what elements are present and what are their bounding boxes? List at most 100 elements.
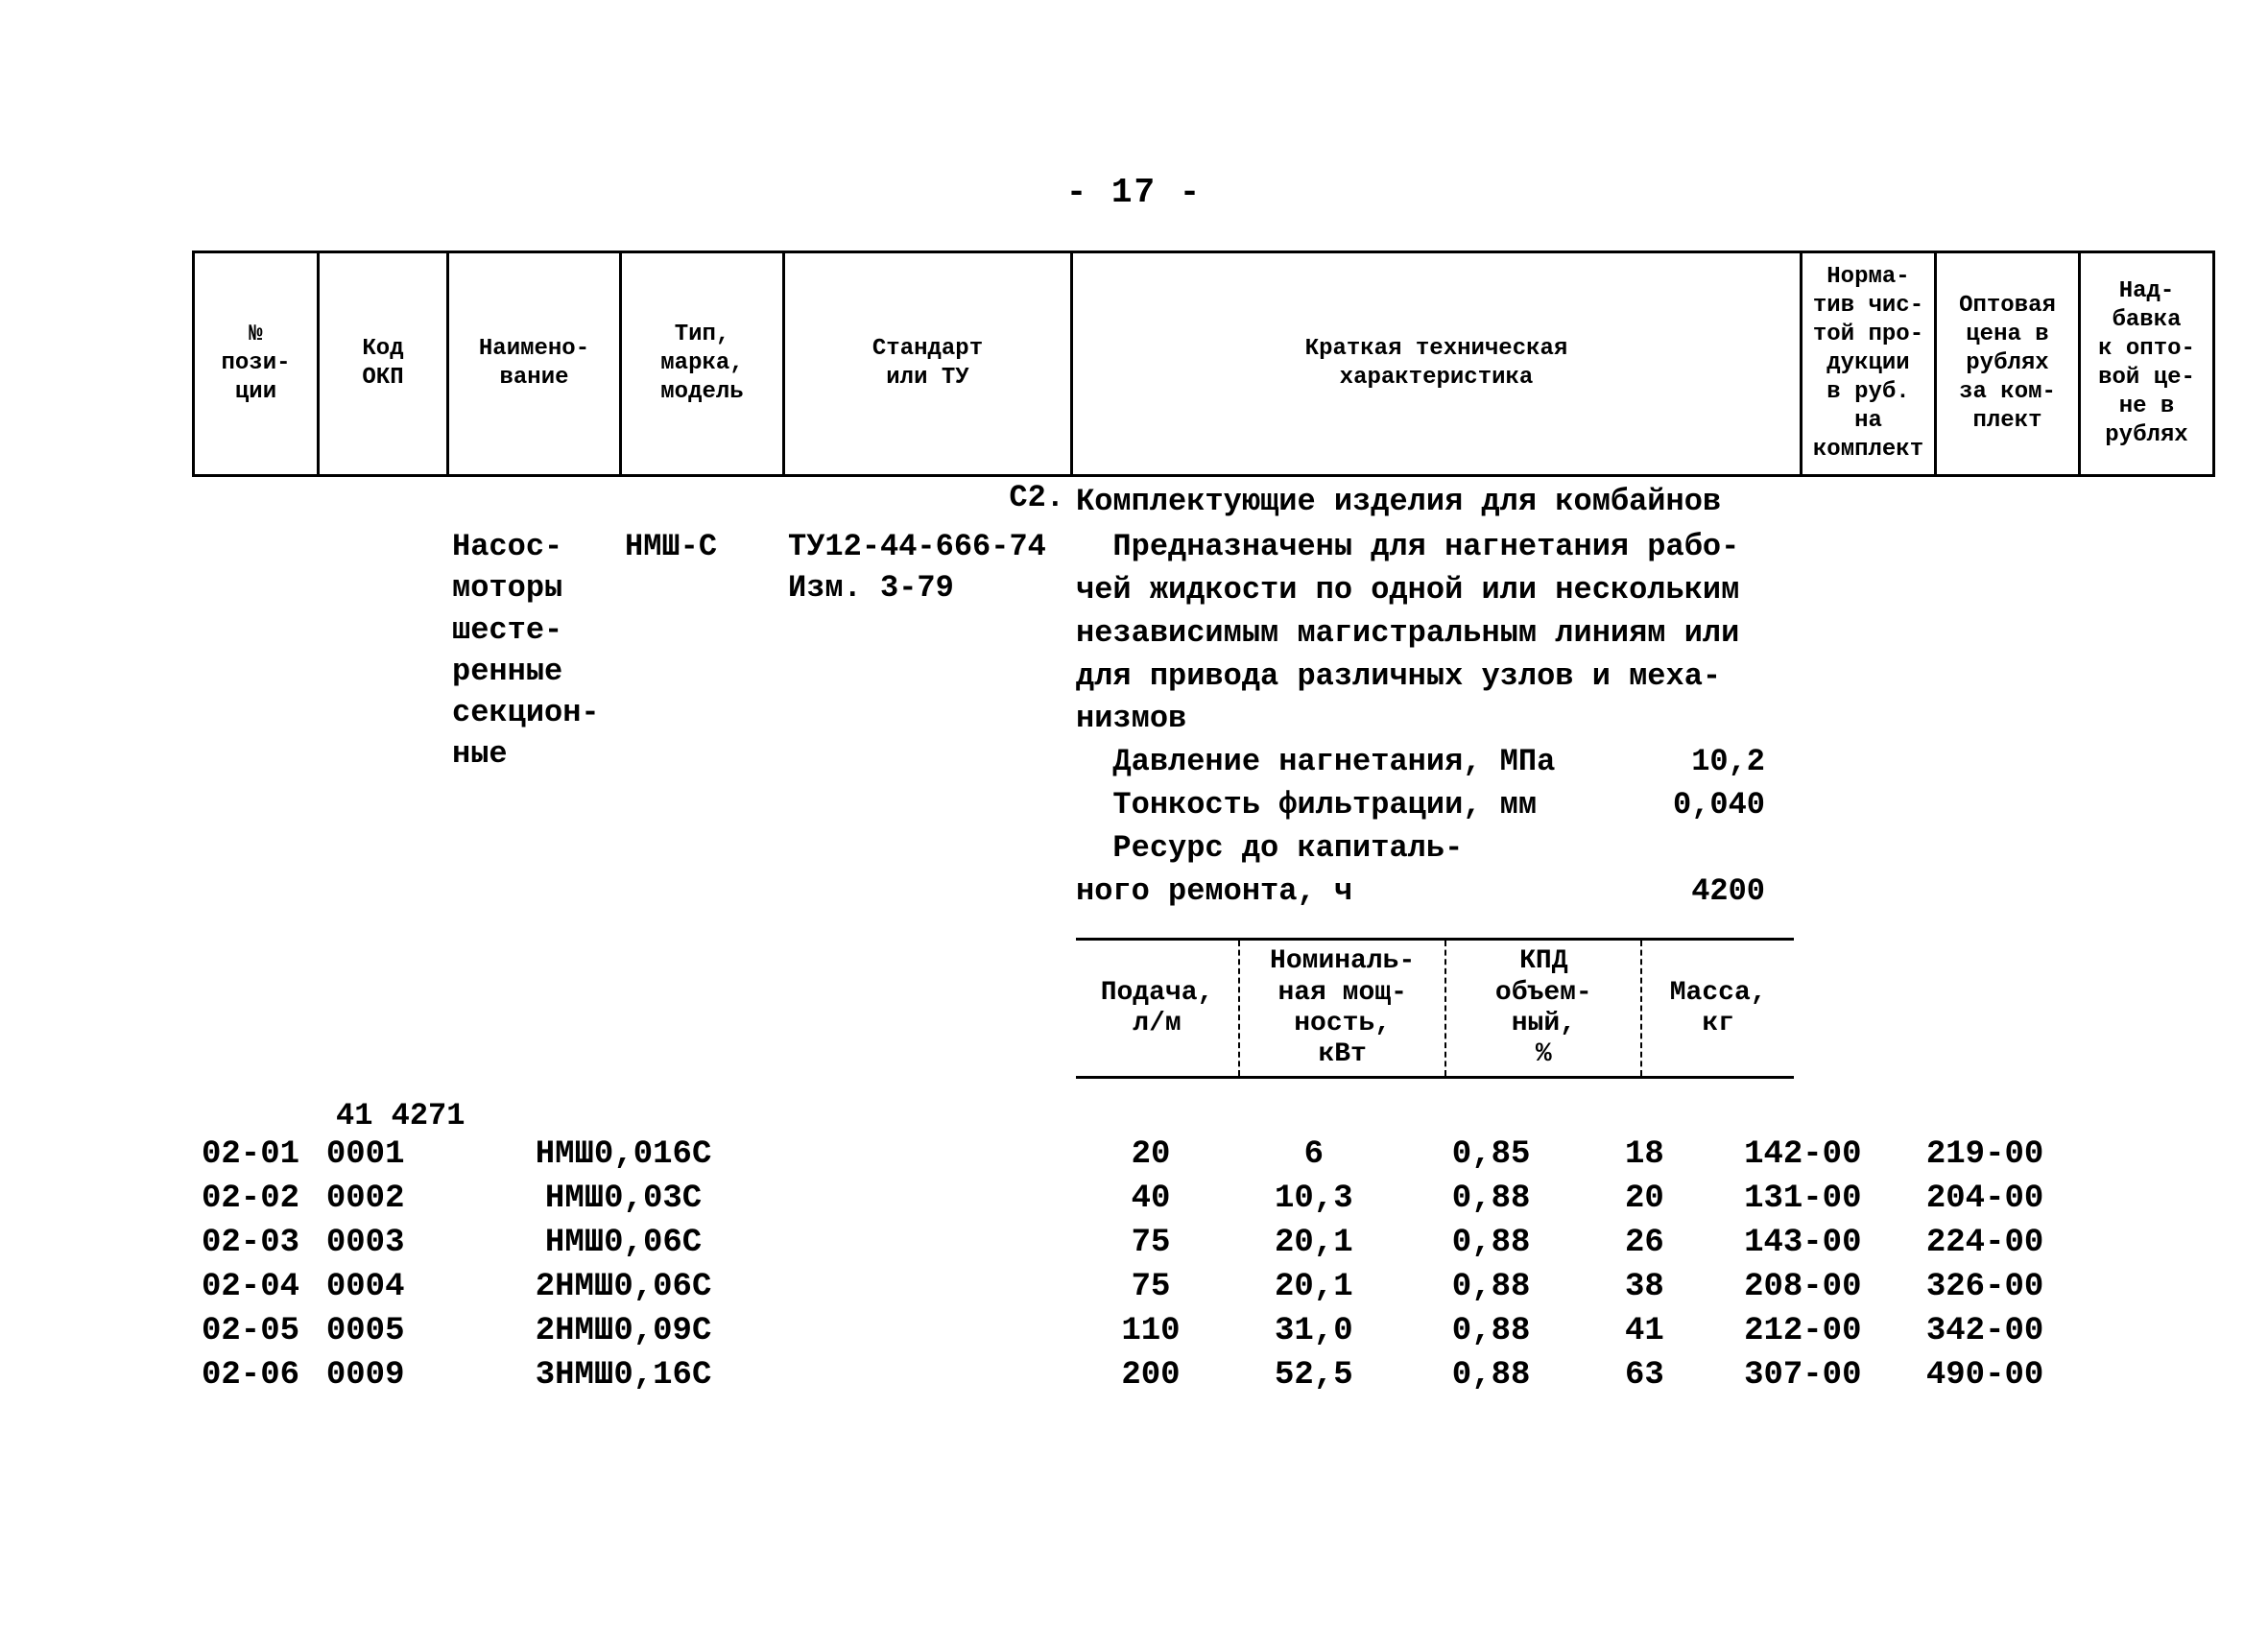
param-line: Давление нагнетания, МПа 10,2 [1076,741,1794,784]
param-line: Ресурс до капиталь- [1076,827,1794,871]
column-headers-table: №пози-ции КодОКП Наимено-вание Тип,марка… [192,250,2215,477]
item-model: НМШ-С [619,526,782,1079]
cell-kod: 0004 [326,1266,456,1310]
cell-norm: 307-00 [1711,1354,1894,1398]
sub-columns-table: Подача,л/м Номиналь-ная мощ-ность,кВт КП… [1076,938,1794,1079]
cell-kpd: 0,88 [1405,1310,1578,1354]
cell-kpd: 0,85 [1405,1133,1578,1178]
std-line: Изм. 3-79 [788,567,1064,608]
table-row: 02-010001НМШ0,016С 2060,8518142-00219-00 [192,1133,2076,1178]
std-line: ТУ12-44-666-74 [788,526,1064,567]
cell-kpd: 0,88 [1405,1222,1578,1266]
cell-norm: 212-00 [1711,1310,1894,1354]
cell-model: 2НМШ0,06С [456,1266,792,1310]
cell-opt: 326-00 [1894,1266,2076,1310]
cell-podacha: 20 [1079,1133,1223,1178]
cell-norm: 131-00 [1711,1178,1894,1222]
subcol-podacha: Подача,л/м [1076,940,1239,1078]
cell-mass: 63 [1578,1354,1712,1398]
cell-model: 3НМШ0,16С [456,1354,792,1398]
col-header-opt: Оптоваяцена врубляхза ком-плект [1936,252,2080,476]
cell-kpd: 0,88 [1405,1354,1578,1398]
cell-opt: 219-00 [1894,1133,2076,1178]
item-name-line: ренные [452,651,613,692]
document-page: - 17 - №пози-ции КодОКП Наимено-вание Ти… [0,0,2268,1646]
table-row: 02-0600093НМШ0,16С 20052,50,8863307-00490… [192,1354,2076,1398]
col-header-std: Стандартили ТУ [784,252,1072,476]
item-name: Насос- моторы шесте- ренные секцион- ные [446,526,619,1079]
cell-power: 6 [1223,1133,1405,1178]
cell-mass: 38 [1578,1266,1712,1310]
group-kod: 41 4271 [192,1098,2076,1133]
cell-pos: 02-05 [192,1310,326,1354]
table-row: 02-030003НМШ0,06С7520,10,8826143-00224-0… [192,1222,2076,1266]
cell-pos: 02-04 [192,1266,326,1310]
table-row: 02-0400042НМШ0,06С 7520,10,8838208-00326-… [192,1266,2076,1310]
desc-line: независимым магистральным линиям или [1076,612,1794,656]
subcol-mass: Масса,кг [1641,940,1794,1078]
item-standard: ТУ12-44-666-74 Изм. 3-79 [782,526,1070,1079]
param-line: ного ремонта, ч 4200 [1076,871,1794,914]
cell-power: 52,5 [1223,1354,1405,1398]
section-code: С2. [782,477,1070,526]
cell-model: НМШ0,016С [456,1133,792,1178]
cell-pos: 02-03 [192,1222,326,1266]
body-area: С2. Комплектующие изделия для комбайнов … [192,477,2076,1397]
cell-podacha: 75 [1079,1222,1223,1266]
item-name-line: ные [452,733,613,775]
subcol-kpd: КПДобъем-ный,% [1445,940,1641,1078]
col-header-norm: Норма-тив чис-той про-дукциив руб. наком… [1802,252,1936,476]
cell-norm: 142-00 [1711,1133,1894,1178]
cell-mass: 18 [1578,1133,1712,1178]
cell-kpd: 0,88 [1405,1178,1578,1222]
cell-mass: 26 [1578,1222,1712,1266]
col-header-char: Краткая техническаяхарактеристика [1072,252,1802,476]
col-header-kod: КодОКП [319,252,448,476]
cell-mass: 20 [1578,1178,1712,1222]
cell-podacha: 40 [1079,1178,1223,1222]
desc-line: Предназначены для нагнетания рабо- [1076,526,1794,569]
desc-line: низмов [1076,698,1794,741]
cell-norm: 143-00 [1711,1222,1894,1266]
subcol-power: Номиналь-ная мощ-ность,кВт [1239,940,1445,1078]
cell-opt: 490-00 [1894,1354,2076,1398]
col-header-nad: Над-бавкак опто-вой це-не врублях [2080,252,2214,476]
desc-line: чей жидкости по одной или нескольким [1076,569,1794,612]
data-rows: 02-010001НМШ0,016С2060,8518142-00219-000… [192,1133,2076,1397]
item-name-line: моторы [452,567,613,608]
cell-podacha: 75 [1079,1266,1223,1310]
item-name-line: Насос- [452,526,613,567]
cell-mass: 41 [1578,1310,1712,1354]
cell-opt: 342-00 [1894,1310,2076,1354]
table-row: 02-0500052НМШ0,09С 11031,00,8841212-00342… [192,1310,2076,1354]
col-header-name: Наимено-вание [448,252,621,476]
cell-podacha: 200 [1079,1354,1223,1398]
cell-power: 10,3 [1223,1178,1405,1222]
cell-power: 31,0 [1223,1310,1405,1354]
cell-kpd: 0,88 [1405,1266,1578,1310]
cell-kod: 0009 [326,1354,456,1398]
cell-pos: 02-06 [192,1354,326,1398]
param-line: Тонкость фильтрации, мм 0,040 [1076,784,1794,827]
item-name-line: шесте- [452,609,613,651]
cell-power: 20,1 [1223,1266,1405,1310]
item-row: Насос- моторы шесте- ренные секцион- ные… [192,526,2076,1079]
section-title: Комплектующие изделия для комбайнов [1070,481,1800,522]
cell-model: 2НМШ0,09С [456,1310,792,1354]
cell-kod: 0001 [326,1133,456,1178]
cell-kod: 0005 [326,1310,456,1354]
col-header-model: Тип,марка,модель [621,252,784,476]
cell-kod: 0003 [326,1222,456,1266]
desc-line: для привода различных узлов и меха- [1076,656,1794,699]
cell-pos: 02-01 [192,1133,326,1178]
cell-model: НМШ0,06С [456,1222,792,1266]
section-row: С2. Комплектующие изделия для комбайнов [192,477,2076,526]
cell-kod: 0002 [326,1178,456,1222]
table-row: 02-020002НМШ0,03С4010,30,8820131-00204-0… [192,1178,2076,1222]
cell-pos: 02-02 [192,1178,326,1222]
cell-podacha: 110 [1079,1310,1223,1354]
col-header-pos: №пози-ции [194,252,319,476]
cell-model: НМШ0,03С [456,1178,792,1222]
item-name-line: секцион- [452,692,613,733]
cell-norm: 208-00 [1711,1266,1894,1310]
